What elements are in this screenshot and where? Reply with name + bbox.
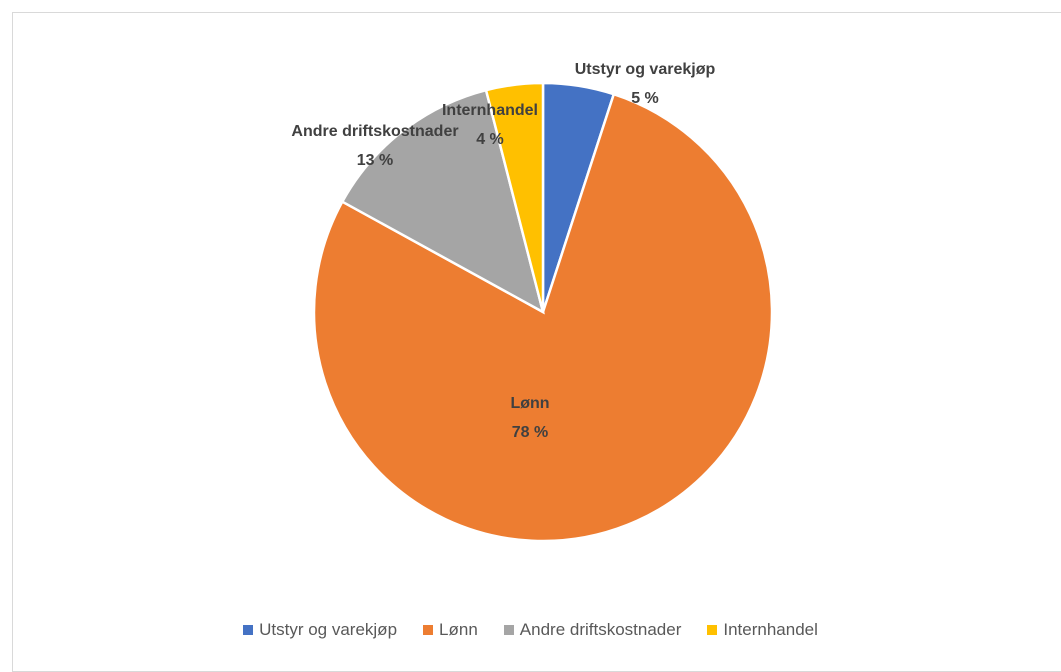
pie-slice (484, 81, 545, 313)
data-label: Utstyr og varekjøp 5 % (525, 55, 765, 113)
data-label-category: Internhandel (441, 102, 538, 119)
legend-swatch (423, 625, 434, 635)
legend-label: Utstyr og varekjøp (259, 620, 398, 639)
pie-slice (340, 88, 545, 315)
data-label-category: Andre driftskostnader (291, 123, 459, 140)
pie-slice (312, 92, 774, 543)
data-label-value: 13 % (356, 152, 394, 169)
legend-item: Lønn (423, 620, 478, 640)
legend-item: Andre driftskostnader (503, 620, 682, 640)
legend-label: Lønn (439, 620, 478, 639)
data-label: Andre driftskostnader 13 % (288, 117, 463, 175)
legend-label: Internhandel (723, 620, 818, 639)
legend: Utstyr og varekjøp Lønn Andre driftskostna… (0, 620, 1061, 640)
data-label-category: Lønn (510, 395, 550, 412)
legend-swatch (243, 625, 254, 635)
data-label-value: 5 % (631, 90, 659, 107)
legend-swatch (503, 625, 514, 635)
data-label-value: 78 % (511, 424, 549, 441)
legend-item: Internhandel (707, 620, 818, 640)
legend-swatch (707, 625, 718, 635)
data-label: Internhandel 4 % (425, 96, 555, 154)
data-label-value: 4 % (476, 131, 504, 148)
data-label: Lønn 78 % (470, 389, 590, 447)
data-label-category: Utstyr og varekjøp (574, 61, 716, 78)
legend-label: Andre driftskostnader (519, 620, 682, 639)
legend-item: Utstyr og varekjøp (243, 620, 397, 640)
